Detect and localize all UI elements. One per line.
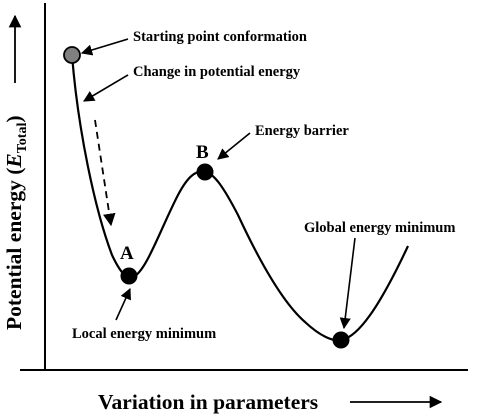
energy-barrier-point-b xyxy=(196,163,214,181)
y-axis-title-close: ) xyxy=(2,115,26,122)
point-label-b: B xyxy=(196,142,209,163)
energy-barrier-arrow xyxy=(217,132,251,160)
x-axis-title: Variation in parameters xyxy=(98,390,318,414)
local-minimum-point-a xyxy=(120,267,138,285)
y-axis-title-subscript: Total xyxy=(15,123,30,154)
y-axis-title-main: Potential energy ( xyxy=(2,168,26,330)
change-energy-annotation: Change in potential energy xyxy=(133,64,301,80)
descent-dashed-arrow xyxy=(94,119,116,227)
y-axis-title-group: Potential energy (ETotal) xyxy=(2,115,30,330)
global-minimum-arrow xyxy=(339,237,356,330)
y-axis-title-variable: E xyxy=(2,153,26,168)
local-minimum-arrow xyxy=(115,287,131,321)
point-label-a: A xyxy=(120,243,134,264)
y-axis-title: Potential energy (ETotal) xyxy=(2,115,30,330)
global-minimum-annotation: Global energy minimum xyxy=(304,220,455,236)
potential-energy-curve xyxy=(70,54,409,342)
starting-point-marker xyxy=(63,46,81,64)
change-energy-arrow xyxy=(83,74,129,102)
starting-point-arrow xyxy=(80,38,129,56)
starting-point-annotation: Starting point conformation xyxy=(133,29,307,45)
global-minimum-point xyxy=(332,331,350,349)
local-minimum-annotation: Local energy minimum xyxy=(72,326,216,342)
energy-barrier-annotation: Energy barrier xyxy=(255,123,349,139)
